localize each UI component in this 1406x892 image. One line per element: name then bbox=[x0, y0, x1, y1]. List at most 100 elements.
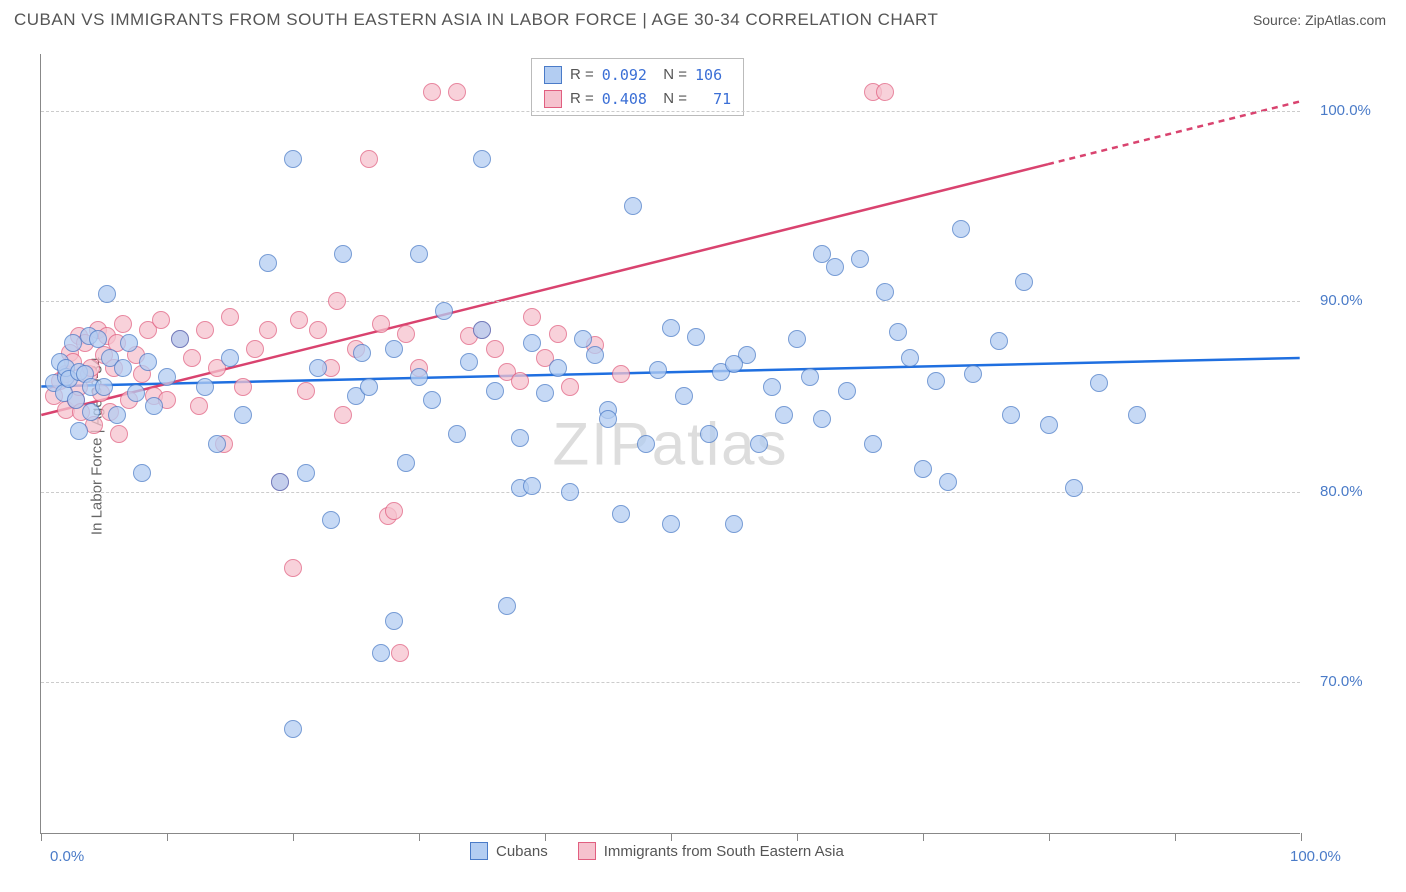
scatter-point-b bbox=[183, 349, 201, 367]
scatter-point-b bbox=[486, 340, 504, 358]
scatter-point-a bbox=[612, 505, 630, 523]
scatter-point-a bbox=[574, 330, 592, 348]
scatter-point-b bbox=[423, 83, 441, 101]
scatter-point-a bbox=[876, 283, 894, 301]
scatter-point-a bbox=[813, 410, 831, 428]
scatter-point-b bbox=[561, 378, 579, 396]
scatter-point-a bbox=[360, 378, 378, 396]
swatch-cubans bbox=[470, 842, 488, 860]
scatter-point-a bbox=[372, 644, 390, 662]
legend-label: Immigrants from South Eastern Asia bbox=[604, 843, 844, 860]
swatch-immigrants bbox=[578, 842, 596, 860]
scatter-point-b bbox=[523, 308, 541, 326]
scatter-point-a bbox=[114, 359, 132, 377]
scatter-point-a bbox=[171, 330, 189, 348]
scatter-point-b bbox=[549, 325, 567, 343]
scatter-point-a bbox=[89, 330, 107, 348]
scatter-point-a bbox=[309, 359, 327, 377]
scatter-point-a bbox=[523, 477, 541, 495]
scatter-point-a bbox=[990, 332, 1008, 350]
scatter-point-a bbox=[851, 250, 869, 268]
scatter-point-a bbox=[549, 359, 567, 377]
scatter-point-a bbox=[838, 382, 856, 400]
series-legend: Cubans Immigrants from South Eastern Asi… bbox=[470, 842, 844, 860]
scatter-point-b bbox=[152, 311, 170, 329]
swatch-cubans bbox=[544, 66, 562, 84]
grid-line bbox=[41, 301, 1300, 302]
scatter-point-a bbox=[775, 406, 793, 424]
scatter-point-a bbox=[423, 391, 441, 409]
scatter-point-a bbox=[536, 384, 554, 402]
grid-line bbox=[41, 492, 1300, 493]
scatter-point-a bbox=[498, 597, 516, 615]
source-label: Source: ZipAtlas.com bbox=[1253, 12, 1386, 28]
swatch-immigrants bbox=[544, 90, 562, 108]
scatter-point-b bbox=[511, 372, 529, 390]
scatter-point-a bbox=[649, 361, 667, 379]
scatter-point-b bbox=[284, 559, 302, 577]
scatter-point-a bbox=[234, 406, 252, 424]
scatter-point-a bbox=[120, 334, 138, 352]
scatter-point-a bbox=[523, 334, 541, 352]
scatter-point-a bbox=[637, 435, 655, 453]
scatter-point-a bbox=[353, 344, 371, 362]
scatter-point-a bbox=[297, 464, 315, 482]
y-tick-label: 100.0% bbox=[1320, 102, 1371, 119]
scatter-point-a bbox=[145, 397, 163, 415]
stat-label: N = bbox=[655, 63, 687, 87]
stat-r-value: 0.092 bbox=[602, 63, 647, 87]
scatter-point-a bbox=[1002, 406, 1020, 424]
stat-r-value: 0.408 bbox=[602, 87, 647, 111]
scatter-point-a bbox=[964, 365, 982, 383]
scatter-point-b bbox=[221, 308, 239, 326]
scatter-point-a bbox=[397, 454, 415, 472]
scatter-point-a bbox=[662, 319, 680, 337]
grid-line bbox=[41, 682, 1300, 683]
scatter-point-a bbox=[448, 425, 466, 443]
chart-title: CUBAN VS IMMIGRANTS FROM SOUTH EASTERN A… bbox=[14, 10, 938, 30]
scatter-point-a bbox=[750, 435, 768, 453]
scatter-point-a bbox=[939, 473, 957, 491]
scatter-point-b bbox=[328, 292, 346, 310]
scatter-point-a bbox=[385, 340, 403, 358]
stat-label: R = bbox=[570, 63, 594, 87]
scatter-point-a bbox=[64, 334, 82, 352]
y-tick-label: 70.0% bbox=[1320, 673, 1363, 690]
x-tick bbox=[545, 833, 546, 841]
scatter-point-a bbox=[1090, 374, 1108, 392]
x-tick bbox=[797, 833, 798, 841]
scatter-point-b bbox=[448, 83, 466, 101]
y-tick-label: 80.0% bbox=[1320, 483, 1363, 500]
scatter-point-a bbox=[826, 258, 844, 276]
scatter-point-a bbox=[687, 328, 705, 346]
x-tick bbox=[293, 833, 294, 841]
scatter-point-a bbox=[1065, 479, 1083, 497]
scatter-point-a bbox=[725, 515, 743, 533]
scatter-point-a bbox=[801, 368, 819, 386]
stat-label: N = bbox=[655, 87, 687, 111]
scatter-point-a bbox=[410, 245, 428, 263]
x-tick bbox=[1049, 833, 1050, 841]
scatter-point-a bbox=[221, 349, 239, 367]
scatter-point-a bbox=[813, 245, 831, 263]
stat-n-value: 71 bbox=[695, 87, 731, 111]
scatter-chart: ZIPatlas R = 0.092 N = 106 R = 0.408 N =… bbox=[40, 54, 1300, 834]
scatter-point-a bbox=[927, 372, 945, 390]
x-tick-label: 0.0% bbox=[50, 848, 84, 865]
scatter-point-a bbox=[473, 150, 491, 168]
scatter-point-a bbox=[95, 378, 113, 396]
grid-line bbox=[41, 111, 1300, 112]
scatter-point-a bbox=[410, 368, 428, 386]
scatter-point-a bbox=[127, 384, 145, 402]
scatter-point-b bbox=[114, 315, 132, 333]
scatter-point-a bbox=[486, 382, 504, 400]
scatter-point-a bbox=[108, 406, 126, 424]
scatter-point-a bbox=[70, 422, 88, 440]
scatter-point-b bbox=[309, 321, 327, 339]
stats-legend: R = 0.092 N = 106 R = 0.408 N = 71 bbox=[531, 58, 744, 116]
scatter-point-a bbox=[624, 197, 642, 215]
scatter-point-a bbox=[385, 612, 403, 630]
scatter-point-b bbox=[612, 365, 630, 383]
scatter-point-a bbox=[1040, 416, 1058, 434]
scatter-point-a bbox=[208, 435, 226, 453]
